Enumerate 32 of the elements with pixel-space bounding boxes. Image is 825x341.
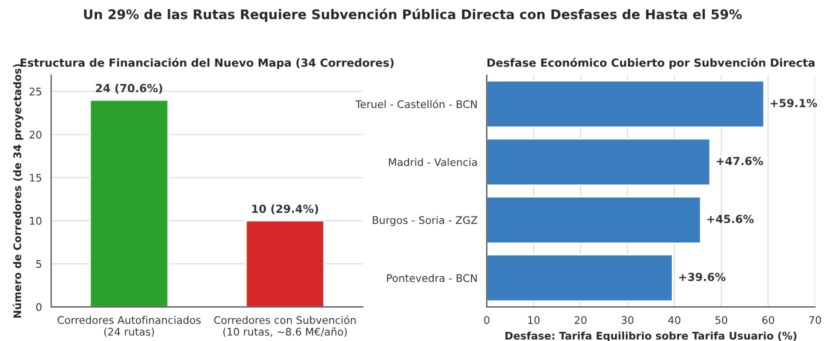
x-tick-label: 60	[762, 316, 774, 324]
x-tick-label: Corredores Autofinanciados (24 rutas)	[58, 316, 201, 337]
y-tick-label: 0	[36, 303, 42, 312]
data-label: +59.1%	[770, 98, 818, 108]
data-label: +47.6%	[716, 156, 764, 166]
y-tick-label: Teruel - Castellón - BCN	[355, 100, 477, 108]
y-tick-label: 25	[30, 88, 42, 96]
data-label: 24 (70.6%)	[96, 84, 162, 94]
x-tick-label: 50	[715, 316, 728, 324]
data-label: +39.6%	[679, 272, 726, 282]
bar	[486, 196, 702, 244]
x-tick-label: 40	[668, 316, 680, 324]
y-tick-label: Burgos - Soria - ZGZ	[372, 216, 478, 226]
y-tick-label: 5	[36, 260, 42, 268]
x-tick-label: 30	[622, 316, 634, 324]
chart-title: Desfase Económico Cubierto por Subvención Directa	[487, 58, 815, 69]
bar	[486, 138, 711, 186]
data-label: +45.6%	[707, 214, 754, 224]
x-tick-label: 70	[809, 316, 822, 324]
x-tick-label: Corredores con Subvención (10 rutas, ~8.6 M€/año)	[214, 316, 356, 337]
bar	[486, 254, 674, 302]
x-tick-label: 0	[484, 316, 490, 324]
bar	[486, 80, 765, 128]
data-label: 10 (29.4%)	[252, 204, 318, 214]
y-tick-label: 20	[30, 130, 42, 139]
x-tick-label: 10	[528, 316, 540, 324]
y-tick-label: Madrid - Valencia	[388, 158, 477, 166]
text: Un 29% de las Rutas Requiere Subvención Pública Directa con Desfases de Hasta el 59%	[84, 8, 742, 22]
y-tick-label: Pontevedra - BCN	[387, 274, 477, 282]
y-tick-label: 15	[30, 174, 42, 182]
y-tick-label: 10	[30, 216, 42, 225]
x-tick-label: 20	[574, 316, 586, 324]
